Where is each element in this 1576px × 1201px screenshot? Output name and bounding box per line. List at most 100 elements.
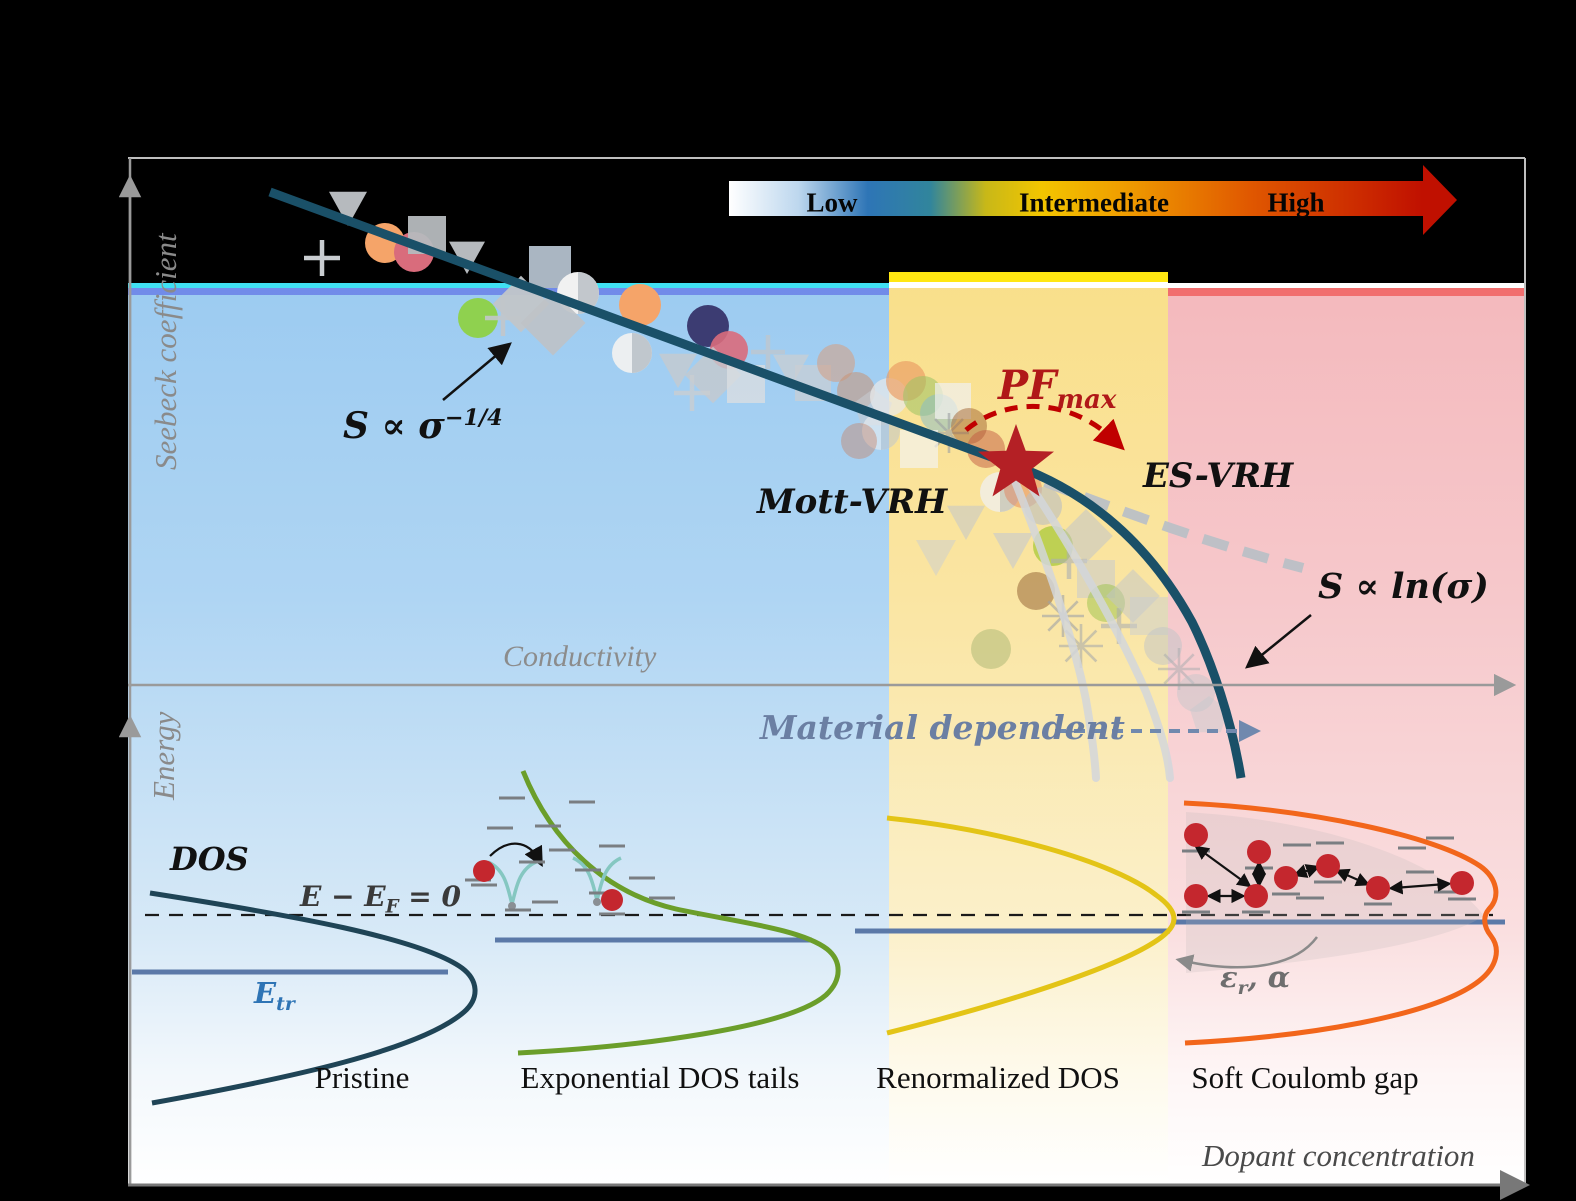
well-bottom-dot [508,902,516,910]
low-sigma-law-arrow [442,342,512,401]
colorbar-body [729,181,1423,216]
scatter-point [1017,572,1055,610]
scatter-point [971,629,1011,669]
scatter-point [841,423,877,459]
scatter-point [304,240,340,276]
scatter-point [329,191,367,226]
es-vrh-label: ES-VRH [1143,456,1294,496]
colorbar-arrowhead-icon [1423,165,1457,235]
scatter-point [449,241,485,274]
scatter-point [674,375,710,411]
epsilon-arrow [1175,936,1319,972]
dos-curve-pristine [149,890,478,1106]
low-sigma-law-label: S ∝ σ−1/4 [343,405,503,447]
scatter-point [659,353,697,388]
electron-dot [1247,840,1271,864]
scatter-point [773,354,809,387]
plot-frame [128,157,1526,1185]
pfmax-label: PFmax [998,362,1116,415]
dos-label: DOS [170,840,249,878]
mott-vrh-label: Mott-VRH [757,482,948,522]
pfmax-arc-arrow [964,404,1125,451]
scatter-point [612,333,652,373]
coulomb-hopping-network [1182,823,1476,914]
band-high-stripe-white [1168,283,1525,288]
pfmax-base: PF [998,362,1057,409]
electron-dot [473,860,495,882]
scatter-point [751,335,785,369]
electron-dot [1244,884,1268,908]
fermi-level-label: E − EF = 0 [300,880,461,918]
hopping-link-arrow [1388,877,1452,895]
colorbar-label-low: Low [806,187,858,218]
fermi-pre: E − E [300,880,386,913]
scatter-point [993,533,1033,569]
panel-label-renormalized: Renormalized DOS [876,1060,1120,1095]
scatter-point [916,540,956,576]
scatter-point [1059,624,1103,668]
low-sigma-law-base: S ∝ σ [343,405,445,447]
etr-base: E [254,976,277,1010]
dopant-axis-label: Dopant concentration [1202,1138,1475,1173]
etr-label: Etr [254,976,295,1015]
conductivity-axis-label: Conductivity [503,640,657,673]
eps-base: ε [1220,960,1238,994]
pfmax-star [978,424,1054,497]
es-vrh-dashed-curve [1043,477,1305,573]
electron-dot [1184,823,1208,847]
high-sigma-law-label: S ∝ ln(σ) [1318,566,1489,607]
seebeck-axis-label: Seebeck coefficient [148,233,183,470]
panel-label-exponential-tails: Exponential DOS tails [520,1060,800,1095]
panel-label-soft-coulomb-gap: Soft Coulomb gap [1191,1060,1419,1095]
doping-colorbar [729,165,1457,235]
hop-arrow [489,842,543,867]
scatter-point [458,298,498,338]
fermi-post: = 0 [398,880,462,913]
scatter-point [1177,674,1215,712]
fermi-sub: F [385,896,399,918]
electron-dot [1366,876,1390,900]
material-curve-a [1016,466,1174,782]
material-dependent-label: Material dependent [760,708,1125,747]
trend-line [268,187,1246,779]
electron-dot [1274,866,1298,890]
band-high [1168,283,1525,1185]
scatter-point [520,290,586,356]
material-curve-b [1008,470,1100,782]
colorbar-label-intermediate: Intermediate [1019,187,1169,218]
scatter-point [929,413,969,453]
band-low-stripe-cyan [128,283,889,288]
scatter-point [947,505,985,540]
energy-axis-label: Energy [146,711,181,800]
hopping-link-arrow [1292,864,1321,878]
eps-post: , α [1247,960,1291,994]
scatter-point [1144,627,1182,665]
dos-curve-renormalized [886,815,1177,1036]
colorbar-label-high: High [1267,187,1325,218]
electron-dot [1450,871,1474,895]
epsilon-label: εr, α [1220,960,1290,999]
panel-label-pristine: Pristine [314,1060,410,1095]
scatter-point [817,344,855,382]
electrons-tails [473,860,623,911]
dos-curve-soft-coulomb-gap [1183,800,1499,1046]
etr-lines [132,919,1505,975]
band-mid-stripe-white [889,282,1168,288]
scatter-point [1190,696,1228,733]
low-sigma-law-exponent: −1/4 [444,405,503,431]
band-mid-stripe-yellow [889,272,1168,282]
band-low [128,283,889,1185]
high-sigma-law-arrow [1245,614,1312,669]
hopping-link-arrow [1334,868,1371,887]
electron-dot [1184,884,1208,908]
scatter-point [619,284,661,326]
eps-sub: r [1237,976,1248,999]
well-bottom-dot [593,898,601,906]
electron-dot [601,889,623,911]
electron-dot [1316,854,1340,878]
pfmax-sub: max [1056,385,1117,415]
etr-sub: tr [276,992,295,1015]
hopping-link-arrow [1194,845,1252,888]
